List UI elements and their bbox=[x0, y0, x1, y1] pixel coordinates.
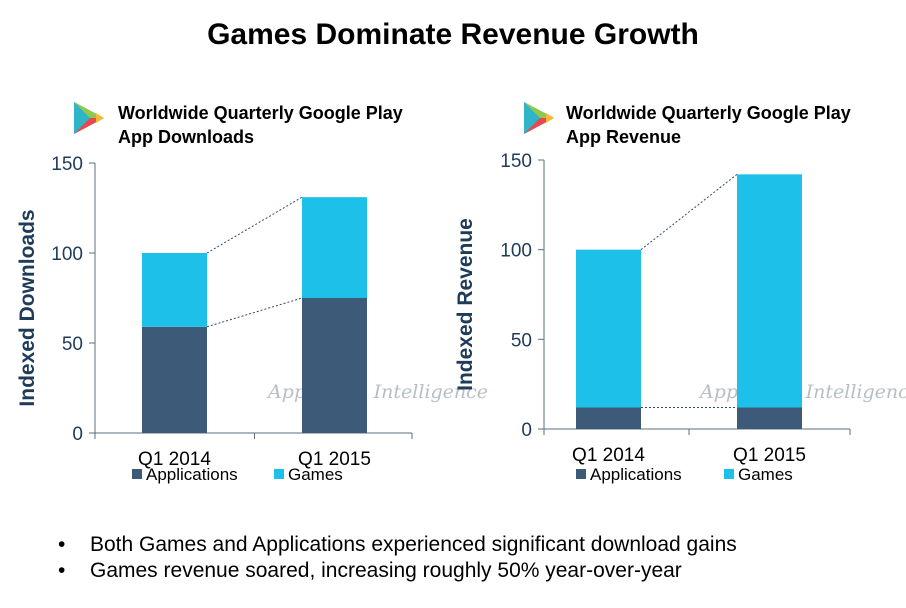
y-axis-label: Indexed Downloads bbox=[16, 209, 39, 406]
bar-applications bbox=[737, 407, 802, 429]
bullet-text: Games revenue soared, increasing roughly… bbox=[90, 559, 682, 582]
y-tick-label: 100 bbox=[500, 241, 532, 262]
connector-line bbox=[640, 173, 738, 251]
page-title: Games Dominate Revenue Growth bbox=[207, 18, 699, 51]
y-axis-label: Indexed Revenue bbox=[454, 218, 477, 391]
bar-games bbox=[302, 197, 367, 298]
connector-line bbox=[206, 196, 303, 254]
bar-games bbox=[142, 253, 207, 327]
x-tick-label: Q1 2015 bbox=[298, 449, 371, 470]
chart-title-downloads: Worldwide Quarterly Google Play App Down… bbox=[118, 101, 403, 149]
legend-swatch bbox=[274, 469, 284, 479]
legend-swatch bbox=[132, 469, 142, 479]
bar-games bbox=[576, 249, 641, 408]
y-tick-label: 0 bbox=[72, 424, 83, 445]
y-tick-label: 50 bbox=[511, 330, 532, 351]
x-tick-label: Q1 2015 bbox=[733, 445, 806, 466]
chart-title-line: App Downloads bbox=[118, 127, 254, 147]
bar-applications bbox=[576, 407, 641, 429]
bar-applications bbox=[142, 326, 207, 433]
chart-title-line: App Revenue bbox=[566, 127, 682, 147]
y-tick-label: 150 bbox=[51, 154, 83, 175]
legend-label: Games bbox=[738, 465, 793, 484]
x-tick-label: Q1 2014 bbox=[138, 449, 211, 470]
bullet-list: • Both Games and Applications experienced… bbox=[58, 532, 737, 584]
y-tick-label: 0 bbox=[521, 420, 532, 441]
chart-title-line: Worldwide Quarterly Google Play bbox=[566, 103, 851, 123]
legend-swatch bbox=[724, 469, 734, 479]
x-tick-label: Q1 2014 bbox=[572, 445, 645, 466]
bullet-item: • Games revenue soared, increasing roughl… bbox=[58, 559, 682, 582]
legend-label: Games bbox=[288, 465, 343, 484]
legend-label: Applications bbox=[590, 465, 682, 484]
bullet-text: Both Games and Applications experienced … bbox=[90, 533, 737, 556]
y-tick-label: 100 bbox=[51, 244, 83, 265]
bar-applications bbox=[302, 298, 367, 433]
chart-title-line: Worldwide Quarterly Google Play bbox=[118, 103, 403, 123]
y-tick-label: 150 bbox=[500, 151, 532, 172]
connector-line bbox=[206, 297, 303, 328]
y-tick-label: 50 bbox=[62, 334, 83, 355]
google-play-icon bbox=[74, 102, 104, 134]
bullet-item: • Both Games and Applications experienced… bbox=[58, 533, 737, 556]
google-play-icon bbox=[524, 102, 554, 134]
legend-label: Applications bbox=[146, 465, 238, 484]
legend-swatch bbox=[576, 469, 586, 479]
chart-title-revenue: Worldwide Quarterly Google Play App Reve… bbox=[566, 101, 851, 149]
bar-games bbox=[737, 174, 802, 408]
